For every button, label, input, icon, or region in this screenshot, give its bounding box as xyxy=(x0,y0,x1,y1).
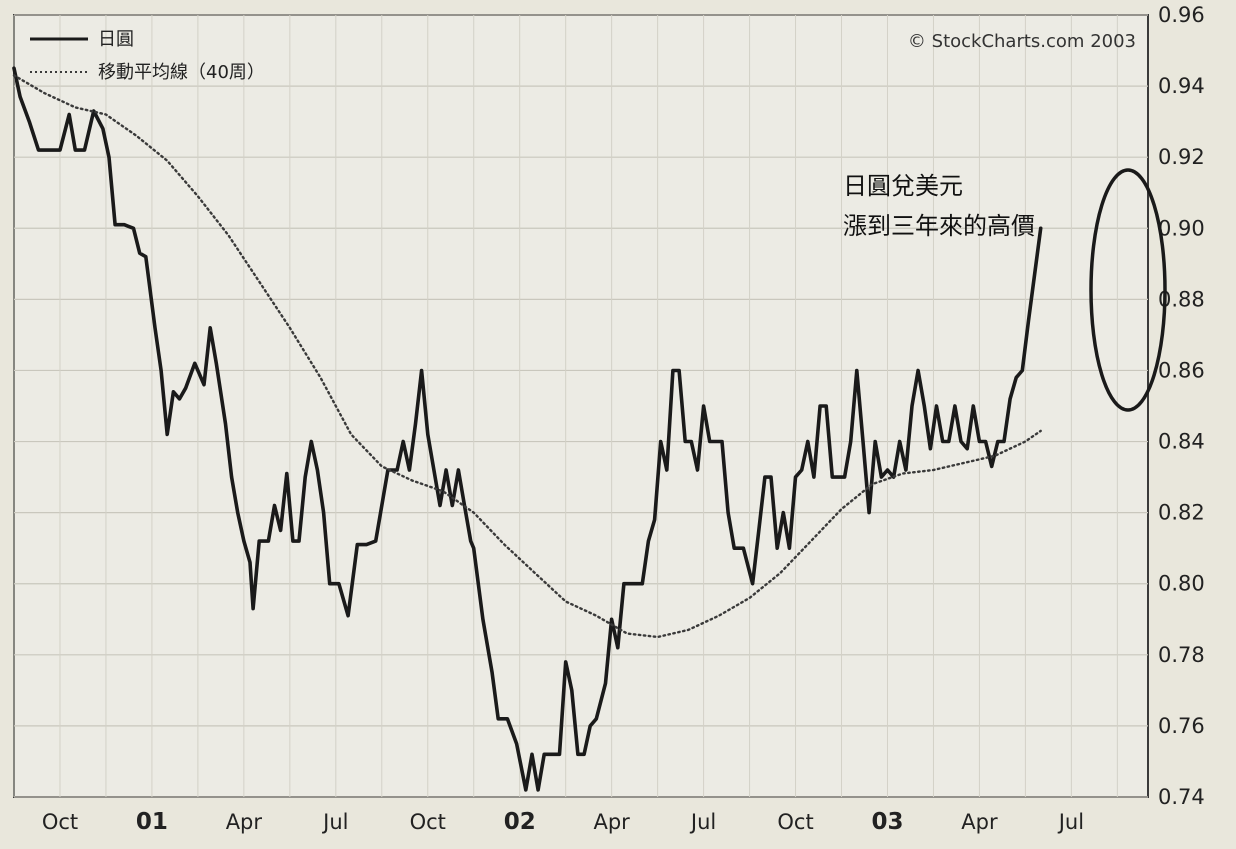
x-tick-label: 02 xyxy=(504,809,536,835)
x-tick-label: Jul xyxy=(321,810,348,834)
grid-lines xyxy=(13,14,1148,798)
y-tick-label: 0.84 xyxy=(1158,430,1205,454)
x-tick-label: Oct xyxy=(777,810,813,834)
x-tick-label: Jul xyxy=(1057,810,1084,834)
x-tick-label: 01 xyxy=(136,809,168,835)
legend: 日圓 移動平均線（40周） xyxy=(30,29,265,83)
x-tick-label: Jul xyxy=(689,810,716,834)
legend-label-series-1: 日圓 xyxy=(98,29,134,50)
series-layer xyxy=(12,66,1043,792)
y-tick-label: 0.86 xyxy=(1158,358,1205,382)
x-axis-tick-labels: Oct 01 Apr Jul Oct 02 Apr Jul Oct 03 Apr Jul xyxy=(42,809,1084,835)
y-tick-label: 0.90 xyxy=(1158,216,1205,240)
highlight-ellipse xyxy=(1089,168,1167,412)
y-tick-label: 0.74 xyxy=(1158,785,1205,809)
legend-label-series-2: 移動平均線（40周） xyxy=(98,62,265,83)
y-tick-label: 0.94 xyxy=(1158,74,1205,98)
annotation-line-1: 日圓兌美元 xyxy=(843,172,963,200)
x-tick-label: Apr xyxy=(961,810,998,834)
x-tick-label: Apr xyxy=(593,810,630,834)
y-tick-label: 0.78 xyxy=(1158,643,1205,667)
x-tick-label: Apr xyxy=(226,810,263,834)
copyright-text: © StockCharts.com 2003 xyxy=(908,31,1136,52)
y-tick-label: 0.76 xyxy=(1158,714,1205,738)
y-tick-label: 0.92 xyxy=(1158,145,1205,169)
y-tick-label: 0.82 xyxy=(1158,501,1205,525)
x-tick-label: Oct xyxy=(410,810,446,834)
y-axis-tick-labels: 0.960.940.920.900.880.860.840.820.800.78… xyxy=(1158,3,1205,809)
plot-area-background xyxy=(13,14,1149,798)
y-tick-label: 0.96 xyxy=(1158,3,1205,27)
x-tick-label: 03 xyxy=(871,809,903,835)
y-tick-label: 0.80 xyxy=(1158,572,1205,596)
moving-average-40w-line xyxy=(12,74,1042,639)
annotation-line-2: 漲到三年來的高價 xyxy=(843,212,1035,240)
x-tick-label: Oct xyxy=(42,810,78,834)
yen-price-line xyxy=(12,66,1043,792)
annotation: 日圓兌美元 漲到三年來的高價 xyxy=(843,168,1167,412)
